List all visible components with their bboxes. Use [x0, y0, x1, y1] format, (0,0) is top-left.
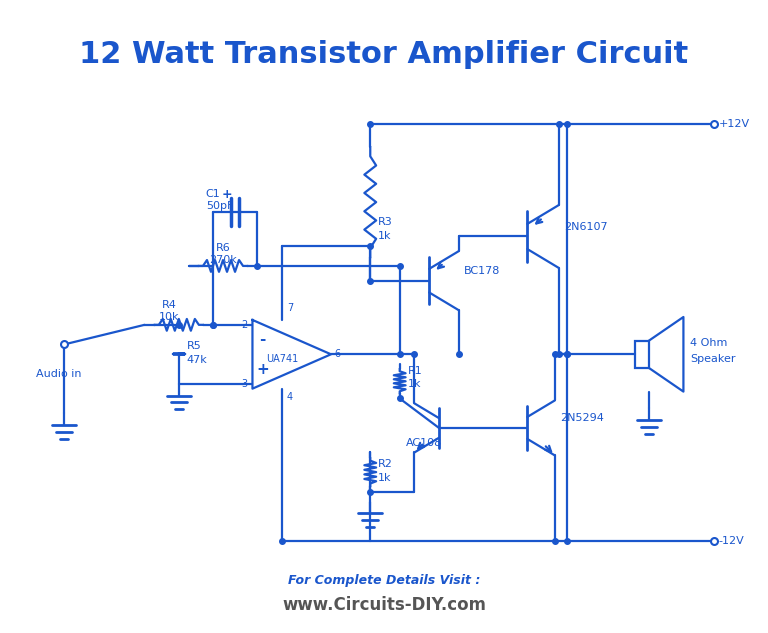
Text: R5: R5	[187, 341, 201, 351]
Text: 270k: 270k	[209, 255, 237, 265]
Text: AC108: AC108	[406, 437, 442, 448]
Text: 50pF: 50pF	[206, 201, 233, 211]
Text: 3: 3	[241, 379, 247, 389]
Text: 1k: 1k	[378, 232, 392, 242]
Text: +: +	[222, 188, 233, 201]
Text: 6: 6	[334, 349, 340, 360]
Text: C1: C1	[206, 189, 220, 199]
Text: 1k: 1k	[408, 379, 421, 389]
Text: Speaker: Speaker	[690, 354, 736, 364]
Text: Audio in: Audio in	[36, 369, 82, 379]
Text: 12 Watt Transistor Amplifier Circuit: 12 Watt Transistor Amplifier Circuit	[79, 41, 689, 70]
Text: R1: R1	[408, 367, 422, 377]
Text: 2N6107: 2N6107	[564, 222, 607, 232]
Text: For Complete Details Visit :: For Complete Details Visit :	[288, 573, 480, 587]
Text: 7: 7	[286, 303, 293, 313]
Text: 2: 2	[241, 320, 247, 330]
Bar	[635, 341, 649, 368]
Text: 4 Ohm: 4 Ohm	[690, 337, 727, 348]
Text: R2: R2	[378, 460, 393, 469]
Text: 4: 4	[286, 391, 293, 401]
Text: www.Circuits-DIY.com: www.Circuits-DIY.com	[282, 596, 486, 613]
Text: 1k: 1k	[378, 473, 392, 483]
Text: R4: R4	[161, 300, 177, 310]
Text: 10k: 10k	[159, 312, 179, 322]
Text: BC178: BC178	[464, 266, 500, 276]
Text: R3: R3	[378, 216, 393, 227]
Text: 47k: 47k	[187, 355, 207, 365]
Text: R6: R6	[216, 243, 230, 253]
Text: -: -	[259, 332, 266, 347]
Text: UA741: UA741	[266, 354, 298, 364]
Text: -12V: -12V	[719, 536, 744, 546]
Text: +: +	[256, 361, 269, 377]
Text: +12V: +12V	[719, 118, 750, 128]
Text: 2N5294: 2N5294	[560, 413, 604, 423]
